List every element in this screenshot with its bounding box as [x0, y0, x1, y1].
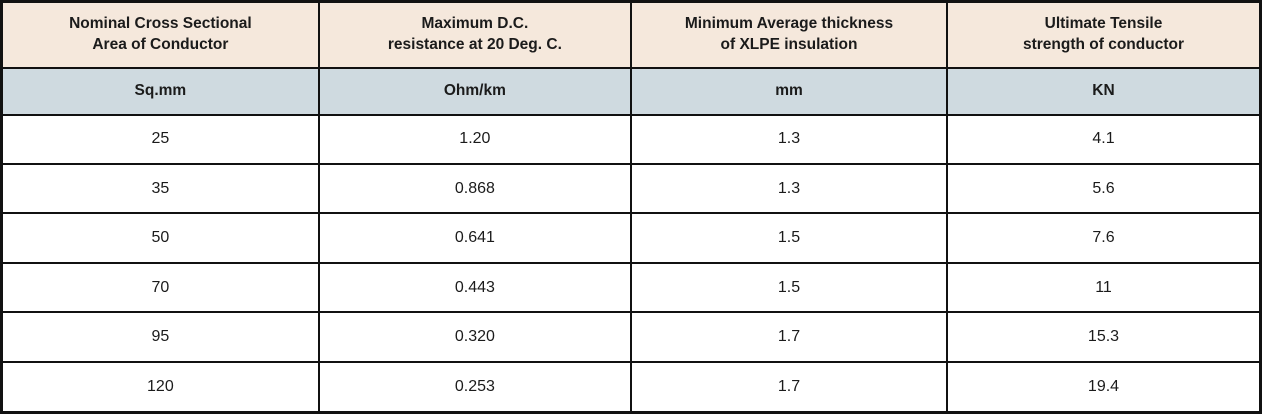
cell-thickness: 1.7: [629, 311, 948, 363]
table-row: 95 0.320 1.7 15.3: [0, 311, 1262, 363]
unit-cell-sqmm: Sq.mm: [0, 66, 320, 116]
cell-strength: 7.6: [945, 212, 1262, 264]
cell-resistance: 0.641: [317, 212, 632, 264]
cell-strength: 11: [945, 261, 1262, 314]
cell-thickness: 1.3: [629, 162, 948, 215]
header-line: resistance at 20 Deg. C.: [387, 35, 562, 53]
cell-strength: 15.3: [945, 311, 1262, 363]
header-row: Nominal Cross Sectional Area of Conducto…: [0, 0, 1262, 69]
cell-resistance: 0.253: [317, 360, 632, 414]
cell-area: 25: [0, 113, 320, 165]
header-line: Maximum D.C.: [421, 14, 529, 32]
cell-thickness: 1.5: [629, 261, 948, 314]
cell-area: 95: [0, 311, 320, 363]
cell-strength: 19.4: [945, 360, 1262, 414]
cell-strength: 5.6: [945, 162, 1262, 215]
column-header-tensile-strength: Ultimate Tensile strength of conductor: [945, 0, 1262, 69]
cell-thickness: 1.7: [629, 360, 948, 414]
cell-resistance: 0.320: [317, 311, 632, 363]
cell-area: 35: [0, 162, 320, 215]
header-line: of XLPE insulation: [720, 35, 858, 53]
unit-row: Sq.mm Ohm/km mm KN: [0, 66, 1262, 116]
column-header-xlpe-thickness: Minimum Average thickness of XLPE insula…: [629, 0, 948, 69]
table-row: 50 0.641 1.5 7.6: [0, 212, 1262, 264]
cell-resistance: 0.443: [317, 261, 632, 314]
column-header-nominal-area: Nominal Cross Sectional Area of Conducto…: [0, 0, 320, 69]
table-row: 120 0.253 1.7 19.4: [0, 360, 1262, 414]
column-header-dc-resistance: Maximum D.C. resistance at 20 Deg. C.: [317, 0, 632, 69]
header-line: Area of Conductor: [92, 35, 229, 53]
table-row: 70 0.443 1.5 11: [0, 261, 1262, 314]
unit-cell-ohmkm: Ohm/km: [317, 66, 632, 116]
unit-cell-kn: KN: [945, 66, 1262, 116]
table-row: 25 1.20 1.3 4.1: [0, 113, 1262, 165]
cell-thickness: 1.5: [629, 212, 948, 264]
cell-strength: 4.1: [945, 113, 1262, 165]
header-line: Nominal Cross Sectional: [69, 14, 252, 32]
cell-resistance: 0.868: [317, 162, 632, 215]
table-row: 35 0.868 1.3 5.6: [0, 162, 1262, 215]
cell-area: 120: [0, 360, 320, 414]
header-line: Ultimate Tensile: [1044, 14, 1163, 32]
unit-cell-mm: mm: [629, 66, 948, 116]
header-line: Minimum Average thickness: [684, 14, 894, 32]
cell-resistance: 1.20: [317, 113, 632, 165]
cell-area: 50: [0, 212, 320, 264]
cell-area: 70: [0, 261, 320, 314]
cell-thickness: 1.3: [629, 113, 948, 165]
header-line: strength of conductor: [1022, 35, 1184, 53]
